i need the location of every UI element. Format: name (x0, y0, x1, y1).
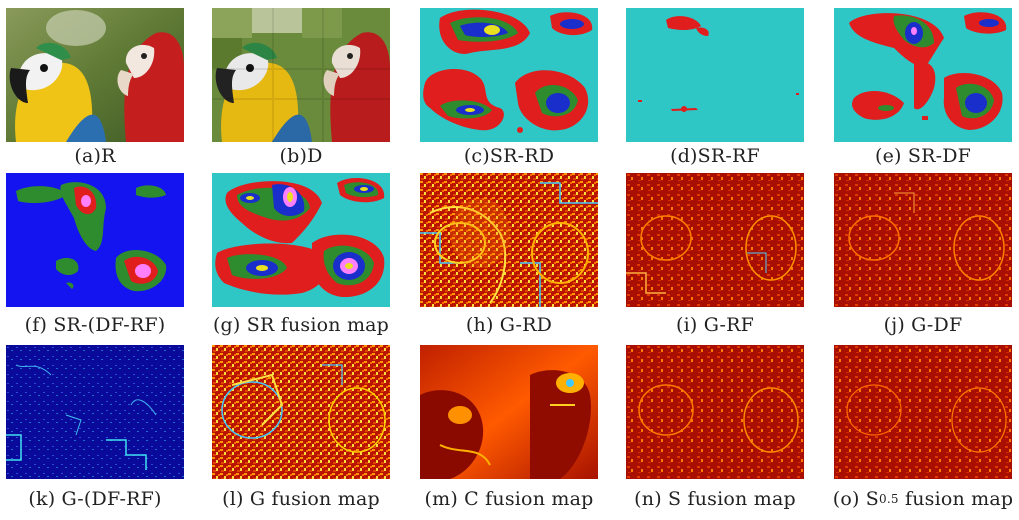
caption-o-prefix: (o) S (832, 488, 880, 510)
caption-a: (a)R (74, 145, 116, 167)
caption-h: (h) G-RD (465, 314, 553, 336)
panel-f-image (6, 173, 184, 307)
caption-d: (d)SR-RF (670, 145, 760, 167)
panel-l-image (212, 345, 390, 479)
caption-m: (m) C fusion map (424, 488, 594, 510)
caption-i: (i) G-RF (676, 314, 754, 336)
panel-k-image (6, 345, 184, 479)
panel-n-image (626, 345, 804, 479)
panel-o-image (834, 345, 1012, 479)
panel-m-image (420, 345, 598, 479)
caption-o: (o) S0.5 fusion map (823, 488, 1019, 510)
panel-i-image (626, 173, 804, 307)
caption-l: (l) G fusion map (222, 488, 380, 510)
caption-o-suffix: fusion map (898, 488, 1014, 510)
caption-k: (k) G-(DF-RF) (28, 488, 162, 510)
caption-j: (j) G-DF (883, 314, 963, 336)
panel-b-image (212, 8, 390, 142)
caption-b: (b)D (279, 145, 323, 167)
caption-f: (f) SR-(DF-RF) (24, 314, 166, 336)
panel-h-image (420, 173, 598, 307)
caption-g: (g) SR fusion map (212, 314, 390, 336)
caption-c: (c)SR-RD (463, 145, 555, 167)
caption-e: (e) SR-DF (874, 145, 972, 167)
caption-o-exponent: 0.5 (879, 492, 899, 506)
panel-a-image (6, 8, 184, 142)
panel-g-image (212, 173, 390, 307)
panel-j-image (834, 173, 1012, 307)
panel-e-image (834, 8, 1012, 142)
panel-c-image (420, 8, 598, 142)
panel-d-image (626, 8, 804, 142)
caption-n: (n) S fusion map (634, 488, 796, 510)
